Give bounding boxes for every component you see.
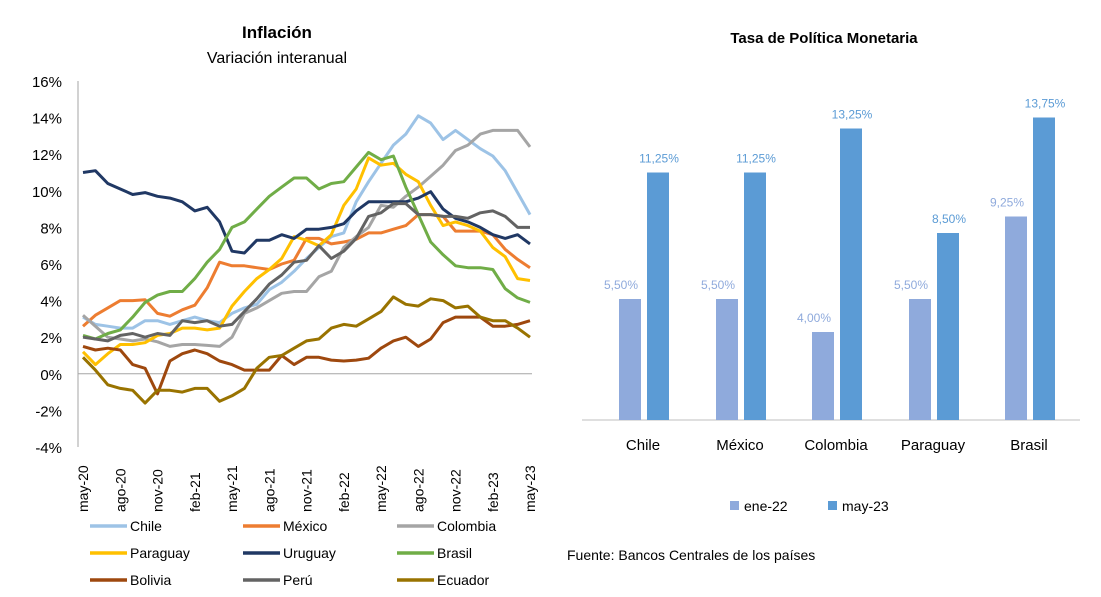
legend-item-ecuador: Ecuador — [397, 572, 489, 588]
bar-may-23-méxico — [744, 172, 766, 420]
bar-ene-22-chile — [619, 299, 641, 420]
category-label: Colombia — [804, 437, 868, 454]
legend-swatch — [730, 501, 739, 510]
x-tick-label: may-23 — [522, 465, 538, 512]
x-tick-label: nov-21 — [299, 469, 315, 512]
bar-may-23-colombia — [840, 128, 862, 420]
x-tick-label: may-21 — [224, 465, 240, 512]
line-chart-subtitle: Variación interanual — [207, 50, 347, 67]
x-tick-label: may-20 — [75, 465, 91, 512]
legend-label: ene-22 — [744, 498, 788, 514]
legend-label: Paraguay — [130, 545, 190, 561]
bar-ene-22-colombia — [812, 332, 834, 420]
series-line-méxico — [82, 213, 531, 328]
x-tick-label: ago-20 — [112, 468, 128, 512]
y-tick-label: 16% — [32, 74, 62, 91]
legend-item-bolivia: Bolivia — [90, 572, 171, 588]
series-line-paraguay — [81, 156, 531, 367]
bar-data-label: 5,50% — [701, 278, 735, 292]
legend-label: Uruguay — [283, 545, 336, 561]
legend-label: Perú — [283, 572, 313, 588]
series-line-colombia — [82, 128, 532, 348]
legend-item-may-23: may-23 — [828, 498, 889, 514]
line-chart-title: Inflación — [242, 23, 312, 42]
category-label: Paraguay — [901, 437, 966, 454]
series-line-bolivia — [82, 315, 531, 396]
bar-ene-22-brasil — [1005, 216, 1027, 420]
y-tick-label: 10% — [32, 184, 62, 201]
bar-data-label: 13,25% — [832, 108, 873, 122]
x-tick-label: feb-23 — [485, 472, 501, 512]
inflation-line-chart: Inflación Variación interanual 16% 14% 12%… — [32, 23, 538, 588]
bar-data-label: 9,25% — [990, 196, 1024, 210]
series-line-uruguay — [82, 169, 531, 255]
y-tick-label: 14% — [32, 111, 62, 128]
legend-label: México — [283, 518, 328, 534]
y-tick-label: 2% — [40, 330, 62, 347]
bar-data-label: 5,50% — [604, 278, 638, 292]
series-line-perú — [82, 202, 530, 343]
bar-ene-22-méxico — [716, 299, 738, 420]
series-line-brasil — [82, 150, 531, 341]
bar-may-23-brasil — [1033, 117, 1055, 420]
bar-data-label: 11,25% — [736, 152, 776, 166]
x-tick-label: feb-21 — [187, 472, 203, 512]
bar-ene-22-paraguay — [909, 299, 931, 420]
legend-label: Bolivia — [130, 572, 171, 588]
legend-item-brasil: Brasil — [397, 545, 472, 561]
x-tick-label: may-22 — [373, 465, 389, 512]
series-line-ecuador — [81, 295, 531, 405]
legend-label: may-23 — [842, 498, 889, 514]
x-tick-label: nov-22 — [448, 469, 464, 512]
bar-data-label: 5,50% — [894, 278, 928, 292]
x-tick-label: ago-22 — [410, 468, 426, 512]
legend-item-colombia: Colombia — [397, 518, 496, 534]
legend-item-méxico: México — [243, 518, 328, 534]
bar-may-23-chile — [647, 172, 669, 420]
bar-data-label: 8,50% — [932, 212, 966, 226]
bar-data-label: 11,25% — [639, 152, 679, 166]
x-tick-label: ago-21 — [261, 468, 277, 512]
bar-may-23-paraguay — [937, 233, 959, 420]
y-tick-label: 0% — [40, 367, 62, 384]
legend-item-ene-22: ene-22 — [730, 498, 788, 514]
legend-swatch — [828, 501, 837, 510]
y-tick-label: 8% — [40, 220, 62, 237]
legend-item-chile: Chile — [90, 518, 162, 534]
legend-label: Ecuador — [437, 572, 489, 588]
y-tick-label: 12% — [32, 147, 62, 164]
y-tick-label: 6% — [40, 257, 62, 274]
legend-label: Colombia — [437, 518, 496, 534]
bar-chart-title: Tasa de Política Monetaria — [730, 30, 918, 47]
legend-label: Brasil — [437, 545, 472, 561]
category-label: México — [716, 437, 764, 454]
x-tick-label: nov-20 — [150, 469, 166, 512]
legend-item-uruguay: Uruguay — [243, 545, 336, 561]
category-label: Brasil — [1010, 437, 1048, 454]
x-tick-label: feb-22 — [336, 472, 352, 512]
legend-label: Chile — [130, 518, 162, 534]
y-tick-label: -2% — [35, 403, 62, 420]
legend-item-paraguay: Paraguay — [90, 545, 190, 561]
source-note: Fuente: Bancos Centrales de los países — [567, 547, 816, 563]
y-tick-label: -4% — [35, 440, 62, 457]
bar-data-label: 13,75% — [1025, 97, 1066, 111]
y-tick-label: 4% — [40, 294, 62, 311]
policy-rate-bar-chart: Tasa de Política Monetaria 5,50% 11,25% Chi… — [582, 30, 1080, 514]
category-label: Chile — [626, 437, 660, 454]
bar-data-label: 4,00% — [797, 311, 831, 325]
legend-item-perú: Perú — [243, 572, 313, 588]
